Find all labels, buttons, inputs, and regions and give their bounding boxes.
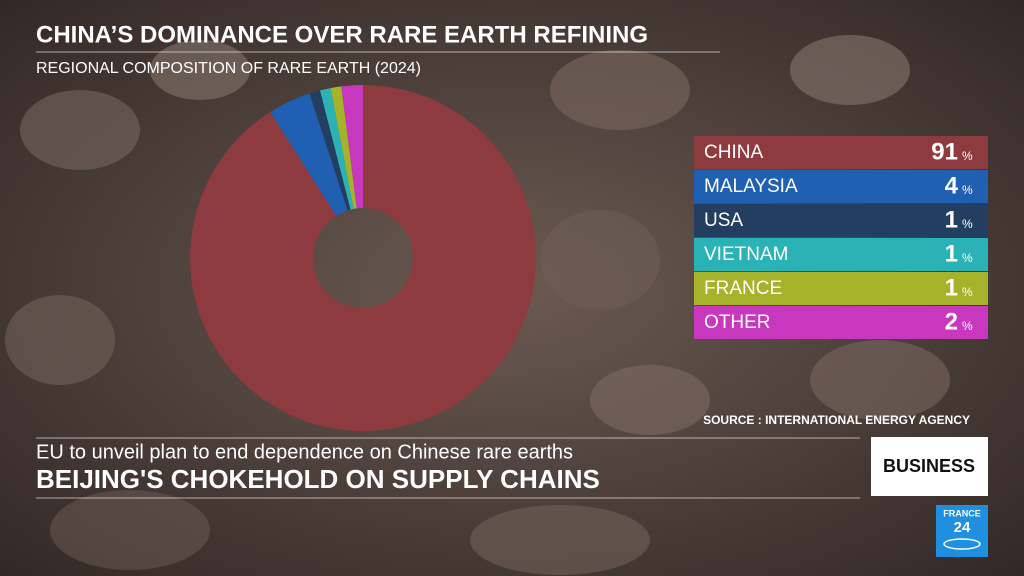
logo-number: 24 [954,519,971,536]
legend-row [694,204,988,237]
value-label: 1 [945,240,958,267]
value-unit: % [962,149,973,163]
legend-row [694,136,988,169]
value-label: 91 [931,138,958,165]
logo-swoosh [943,538,981,550]
donut [189,85,536,431]
donut-slice [189,85,536,431]
value-label: 1 [945,274,958,301]
legend-row [694,272,988,305]
rocks [5,35,950,575]
logo-text: FRANCE [943,508,981,518]
legend: CHINA 91 % MALAYSIA 4 % USA 1 % VIETNAM 1 % FRANCE 1%… [694,136,988,339]
value-unit: % [962,285,973,299]
value-unit: % [962,251,973,265]
donut-slice [330,86,357,209]
source: SOURCE : INTERNATIONAL ENERGY AGENCY [703,413,970,427]
legend-label: VIETNAM [704,244,788,265]
legend-label: FRANCE [704,278,782,299]
donut-slice [270,93,348,216]
value-unit: % [962,183,973,197]
legend-label: USA [704,210,743,231]
value-label: 1 [945,206,958,233]
value-unit: % [962,319,973,333]
chart-title: CHINA’S DOMINANCE OVER RARE EARTH REFINI… [36,21,648,48]
donut-slice [309,90,351,211]
legend-row [694,306,988,339]
section-box [871,437,988,496]
legend-label: MALAYSIA [704,176,798,197]
value-label: 2 [945,308,958,335]
legend-row [694,170,988,203]
legend-row [694,238,988,271]
value-unit: % [962,217,973,231]
donut-slice [341,85,363,209]
chart-subtitle: REGIONAL COMPOSITION OF RARE EARTH (2024… [36,60,421,77]
legend-label: OTHER [704,312,771,333]
legend-label: CHINA [704,142,763,163]
section-label: BUSINESS [883,456,975,476]
value-label: 4 [945,172,959,199]
donut-slice [319,88,354,210]
subheadline: BEIJING'S CHOKEHOLD ON SUPPLY CHAINS [36,464,600,494]
headline: EU to unveil plan to end dependence on C… [36,441,573,463]
